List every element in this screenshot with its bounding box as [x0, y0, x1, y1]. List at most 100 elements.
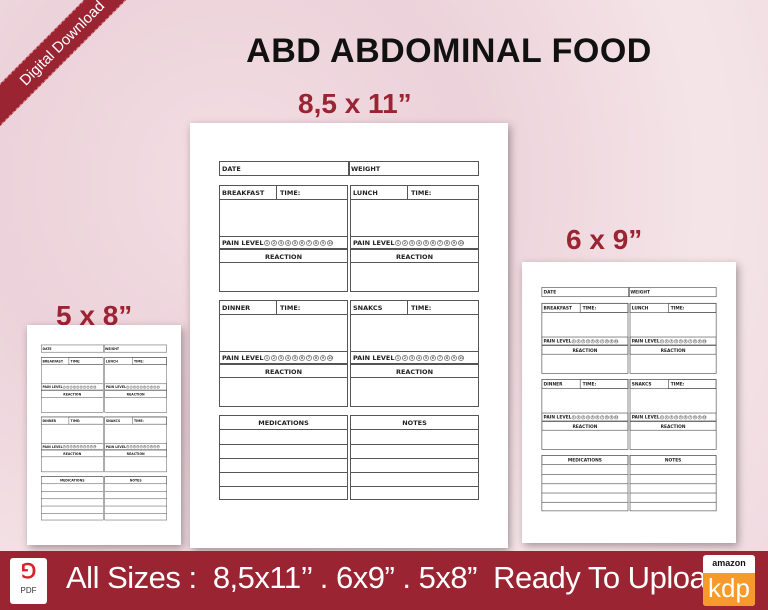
pain-scale-option[interactable]: 3	[278, 355, 284, 361]
pain-scale-option[interactable]: 6	[143, 385, 147, 389]
pain-scale-option[interactable]: 4	[285, 240, 291, 246]
pain-scale-option[interactable]: 8	[313, 240, 319, 246]
pain-scale-option[interactable]: 9	[697, 415, 702, 420]
pain-scale-option[interactable]: 2	[576, 339, 581, 344]
pain-scale-option[interactable]: 6	[143, 445, 147, 449]
pain-scale-option[interactable]: 4	[416, 240, 422, 246]
pain-scale-option[interactable]: 3	[669, 415, 674, 420]
pain-scale-option[interactable]: 5	[678, 339, 683, 344]
pain-scale-option[interactable]: 3	[132, 445, 136, 449]
pain-scale-option[interactable]: 8	[313, 355, 319, 361]
pain-scale-option[interactable]: 3	[278, 240, 284, 246]
pain-scale-option[interactable]: 5	[423, 355, 429, 361]
pain-scale-option[interactable]: 9	[89, 445, 93, 449]
pain-scale-option[interactable]: 5	[678, 415, 683, 420]
pain-scale-option[interactable]: 8	[149, 385, 153, 389]
pain-scale-option[interactable]: 9	[320, 355, 326, 361]
pain-scale-option[interactable]: 9	[451, 355, 457, 361]
pain-scale-option[interactable]: 3	[581, 415, 586, 420]
pain-scale-option[interactable]: 2	[66, 445, 70, 449]
pain-scale-option[interactable]: 3	[409, 240, 415, 246]
pain-scale-option[interactable]: 8	[604, 415, 609, 420]
pain-scale-option[interactable]: 1	[659, 339, 665, 344]
pain-scale-option[interactable]: 3	[132, 385, 136, 389]
pain-scale-option[interactable]: 2	[271, 355, 277, 361]
pain-scale-option[interactable]: 2	[402, 355, 408, 361]
pain-scale-option[interactable]: 4	[416, 355, 422, 361]
pain-scale-option[interactable]: 10	[702, 339, 707, 344]
pain-scale-option[interactable]: 8	[86, 385, 90, 389]
pain-scale-option[interactable]: 6	[430, 240, 436, 246]
pain-scale-option[interactable]: 4	[136, 445, 140, 449]
pain-scale-option[interactable]: 1	[62, 445, 66, 449]
pain-scale-option[interactable]: 6	[299, 240, 305, 246]
pain-scale-option[interactable]: 8	[692, 415, 697, 420]
pain-scale-option[interactable]: 3	[669, 339, 674, 344]
pain-scale-option[interactable]: 9	[609, 415, 614, 420]
pain-scale-option[interactable]: 3	[409, 355, 415, 361]
pain-scale-option[interactable]: 9	[609, 339, 614, 344]
pain-scale-option[interactable]: 10	[702, 415, 707, 420]
pain-scale-option[interactable]: 6	[79, 445, 83, 449]
pain-scale-option[interactable]: 5	[423, 240, 429, 246]
pain-scale-option[interactable]: 8	[149, 445, 153, 449]
pain-scale-option[interactable]: 6	[595, 415, 600, 420]
pain-scale-option[interactable]: 4	[674, 339, 679, 344]
pain-scale-option[interactable]: 10	[156, 445, 160, 449]
pain-scale-option[interactable]: 2	[664, 415, 669, 420]
pain-scale-option[interactable]: 8	[444, 355, 450, 361]
pain-scale-option[interactable]: 6	[683, 339, 688, 344]
pain-scale-option[interactable]: 6	[683, 415, 688, 420]
pain-scale-option[interactable]: 2	[129, 445, 133, 449]
pain-scale-option[interactable]: 8	[604, 339, 609, 344]
pain-scale-option[interactable]: 4	[585, 339, 590, 344]
pain-scale-option[interactable]: 1	[571, 339, 576, 344]
pain-scale-option[interactable]: 8	[86, 445, 90, 449]
pain-scale-option[interactable]: 9	[153, 385, 157, 389]
pain-scale-option[interactable]: 10	[93, 445, 97, 449]
pain-scale-option[interactable]: 10	[458, 240, 464, 246]
pain-scale-option[interactable]: 2	[402, 240, 408, 246]
pain-scale-option[interactable]: 7	[600, 415, 605, 420]
pain-scale-option[interactable]: 3	[69, 385, 73, 389]
pain-scale-option[interactable]: 1	[395, 355, 401, 361]
pain-scale-option[interactable]: 5	[590, 415, 595, 420]
pain-scale-option[interactable]: 8	[692, 339, 697, 344]
pain-scale-option[interactable]: 9	[89, 385, 93, 389]
pain-scale-option[interactable]: 7	[306, 240, 312, 246]
pain-scale-option[interactable]: 7	[146, 385, 150, 389]
pain-scale-option[interactable]: 10	[327, 355, 333, 361]
pain-scale-option[interactable]: 10	[156, 385, 160, 389]
pain-scale-option[interactable]: 7	[83, 445, 87, 449]
pain-scale-option[interactable]: 1	[264, 240, 270, 246]
pain-scale-option[interactable]: 6	[299, 355, 305, 361]
pain-scale-option[interactable]: 5	[292, 355, 298, 361]
pain-scale-option[interactable]: 9	[451, 240, 457, 246]
pain-scale-option[interactable]: 9	[320, 240, 326, 246]
pain-scale-option[interactable]: 6	[79, 385, 83, 389]
pain-scale-option[interactable]: 4	[72, 385, 76, 389]
pain-scale-option[interactable]: 1	[62, 385, 66, 389]
pain-scale-option[interactable]: 10	[327, 240, 333, 246]
pain-scale-option[interactable]: 1	[395, 240, 401, 246]
pain-scale-option[interactable]: 5	[292, 240, 298, 246]
pain-scale-option[interactable]: 6	[595, 339, 600, 344]
pain-scale-option[interactable]: 7	[600, 339, 605, 344]
pain-scale-option[interactable]: 1	[571, 415, 576, 420]
pain-scale-option[interactable]: 7	[688, 415, 693, 420]
pain-scale-option[interactable]: 4	[285, 355, 291, 361]
pain-scale-option[interactable]: 2	[129, 385, 133, 389]
pain-scale-option[interactable]: 6	[430, 355, 436, 361]
pain-scale-option[interactable]: 7	[437, 355, 443, 361]
pain-scale-option[interactable]: 10	[93, 385, 97, 389]
pain-scale-option[interactable]: 1	[659, 415, 665, 420]
pain-scale-option[interactable]: 4	[585, 415, 590, 420]
pain-scale-option[interactable]: 5	[139, 445, 143, 449]
pain-scale-option[interactable]: 1	[264, 355, 270, 361]
pain-scale-option[interactable]: 1	[126, 385, 130, 389]
pain-scale-option[interactable]: 7	[437, 240, 443, 246]
pain-scale-option[interactable]: 5	[76, 445, 80, 449]
pain-scale-option[interactable]: 5	[590, 339, 595, 344]
pain-scale-option[interactable]: 4	[72, 445, 76, 449]
pain-scale-option[interactable]: 10	[614, 339, 619, 344]
